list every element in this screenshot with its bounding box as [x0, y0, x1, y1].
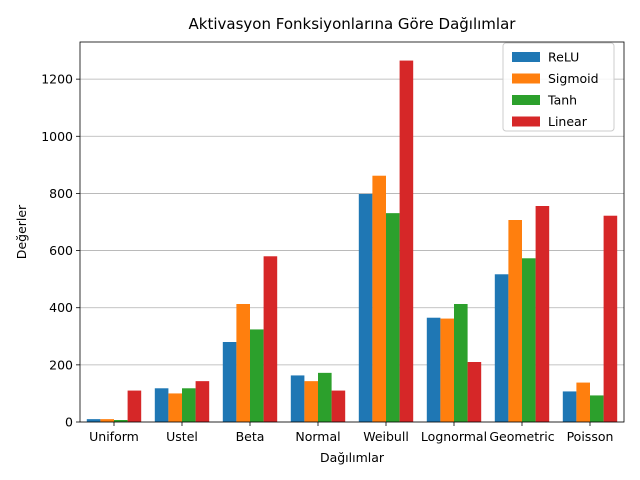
legend-swatch-linear [512, 116, 540, 127]
bar-relu-poisson [562, 391, 577, 422]
legend-label-tanh: Tanh [547, 93, 577, 108]
x-tick-label: Ustel [166, 429, 198, 444]
bar-relu-normal [290, 375, 305, 422]
bar-tanh-geometric [522, 258, 536, 422]
bar-linear-uniform [127, 390, 142, 422]
x-axis-title: Dağılımlar [320, 450, 385, 465]
bar-sigmoid-weibull [372, 175, 386, 422]
y-axis-title: Değerler [14, 204, 29, 259]
bars [86, 60, 618, 422]
axes [76, 41, 625, 426]
y-tick-label: 600 [49, 243, 73, 258]
bar-tanh-beta [250, 329, 264, 422]
bar-sigmoid-uniform [100, 419, 114, 422]
bar-tanh-uniform [114, 420, 128, 422]
bar-linear-poisson [603, 215, 618, 422]
legend: ReLU Sigmoid Tanh Linear [502, 42, 615, 132]
bar-linear-weibull [399, 60, 414, 422]
bar-linear-normal [331, 390, 346, 422]
bar-relu-lognormal [426, 317, 441, 422]
x-tick-label: Lognormal [421, 429, 487, 444]
bar-linear-lognormal [467, 362, 482, 422]
bar-sigmoid-geometric [508, 220, 522, 422]
bar-linear-ustel [195, 381, 210, 422]
bar-sigmoid-poisson [576, 382, 590, 422]
bar-sigmoid-beta [236, 304, 250, 422]
bar-tanh-poisson [590, 395, 604, 422]
y-tick-label: 1000 [41, 129, 73, 144]
legend-swatch-relu [512, 52, 540, 62]
y-tick-label: 1200 [41, 72, 73, 87]
bar-tanh-lognormal [454, 304, 468, 422]
legend-label-relu: ReLU [548, 50, 579, 65]
bar-sigmoid-normal [304, 381, 318, 422]
bar-relu-beta [222, 342, 237, 422]
x-tick-label: Normal [295, 429, 340, 444]
bar-relu-ustel [154, 388, 169, 422]
bar-tanh-normal [318, 372, 332, 422]
x-tick-label: Poisson [567, 429, 614, 444]
chart-title: Aktivasyon Fonksiyonlarına Göre Dağılıml… [189, 15, 517, 33]
legend-box [502, 42, 615, 132]
bar-relu-uniform [86, 419, 101, 422]
y-tick-label: 400 [49, 300, 73, 315]
x-tick-label: Weibull [363, 429, 409, 444]
plot-frame [79, 41, 625, 423]
y-tick-label: 200 [49, 357, 73, 372]
legend-label-linear: Linear [548, 114, 588, 129]
y-tick-label: 0 [65, 415, 73, 430]
legend-swatch-tanh [512, 95, 540, 105]
x-tick-label: Geometric [489, 429, 554, 444]
legend-swatch-sigmoid [512, 73, 540, 84]
x-tick-label: Uniform [89, 429, 139, 444]
legend-label-sigmoid: Sigmoid [548, 71, 599, 86]
bar-sigmoid-lognormal [440, 318, 454, 422]
y-tick-label: 800 [49, 186, 73, 201]
bar-linear-geometric [535, 206, 550, 422]
tick-labels: 0 200 400 600 800 1000 1200 Uniform Ustel Beta Nor… [41, 72, 613, 444]
bar-tanh-weibull [386, 213, 400, 422]
bar-sigmoid-ustel [168, 393, 182, 422]
bar-relu-geometric [494, 274, 509, 422]
bar-relu-weibull [358, 194, 373, 422]
bar-linear-beta [263, 256, 278, 422]
x-tick-label: Beta [236, 429, 265, 444]
bar-tanh-ustel [182, 388, 196, 422]
